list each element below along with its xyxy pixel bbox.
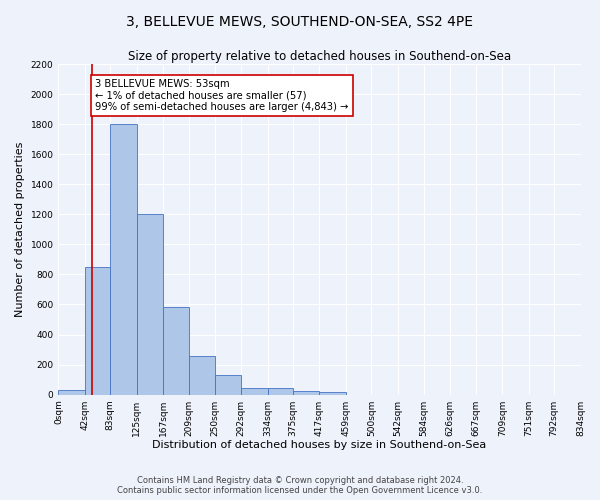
X-axis label: Distribution of detached houses by size in Southend-on-Sea: Distribution of detached houses by size …: [152, 440, 487, 450]
Title: Size of property relative to detached houses in Southend-on-Sea: Size of property relative to detached ho…: [128, 50, 511, 63]
Bar: [137, 214, 163, 394]
Y-axis label: Number of detached properties: Number of detached properties: [15, 142, 25, 317]
Bar: [319, 392, 346, 394]
Bar: [268, 388, 293, 394]
Bar: [85, 267, 110, 394]
Text: Contains HM Land Registry data © Crown copyright and database right 2024.
Contai: Contains HM Land Registry data © Crown c…: [118, 476, 482, 495]
Text: 3 BELLEVUE MEWS: 53sqm
← 1% of detached houses are smaller (57)
99% of semi-deta: 3 BELLEVUE MEWS: 53sqm ← 1% of detached …: [95, 79, 349, 112]
Bar: [163, 308, 189, 394]
Bar: [241, 388, 268, 394]
Bar: [58, 390, 85, 394]
Bar: [215, 375, 241, 394]
Bar: [189, 356, 215, 395]
Bar: [293, 391, 319, 394]
Bar: [110, 124, 137, 394]
Text: 3, BELLEVUE MEWS, SOUTHEND-ON-SEA, SS2 4PE: 3, BELLEVUE MEWS, SOUTHEND-ON-SEA, SS2 4…: [127, 15, 473, 29]
